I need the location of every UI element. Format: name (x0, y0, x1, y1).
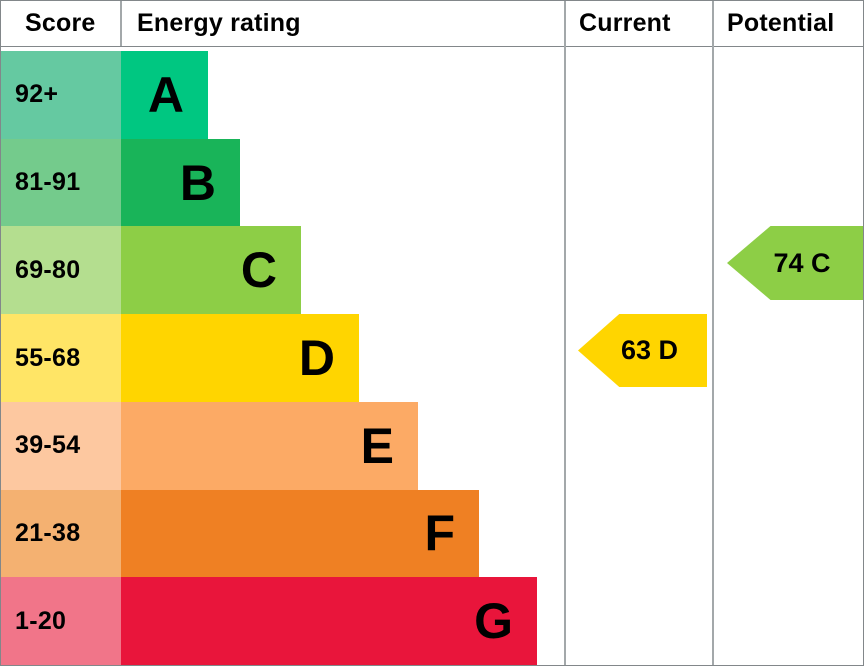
band-score-range: 55-68 (1, 314, 121, 402)
band-letter: C (240, 242, 277, 299)
band-letter: G (474, 593, 513, 650)
band-letter: F (424, 505, 455, 562)
band-row-e: 39-54 E (1, 401, 863, 490)
current-rating-label: 63 D (620, 335, 679, 365)
band-bar: A (121, 51, 208, 139)
header-score: Score (25, 8, 96, 37)
band-score-range: 21-38 (1, 489, 121, 578)
band-row-g: 1-20 G (1, 577, 863, 665)
band-rows: 92+ A 81-91 B 69-80 C 55-68 D 39-54 E 21… (1, 51, 863, 665)
band-score-range: 39-54 (1, 401, 121, 490)
divider-current-column (564, 1, 566, 665)
band-bar: B (121, 138, 240, 227)
band-bar: G (121, 577, 537, 665)
band-bar: F (121, 489, 479, 578)
band-row-f: 21-38 F (1, 489, 863, 578)
table-header: Score Energy rating Current Potential (1, 1, 863, 47)
band-letter: D (298, 330, 335, 387)
band-score-range: 1-20 (1, 577, 121, 665)
band-bar: C (121, 226, 301, 315)
band-bar: E (121, 401, 418, 490)
divider-potential-column (712, 1, 714, 665)
potential-rating-label: 74 C (773, 247, 831, 278)
band-letter: B (179, 154, 216, 211)
header-current: Current (579, 8, 671, 37)
band-bar: D (121, 314, 359, 402)
header-potential: Potential (727, 8, 835, 37)
band-row-c: 69-80 C (1, 226, 863, 315)
band-letter: A (147, 66, 184, 123)
band-score-range: 69-80 (1, 226, 121, 315)
band-score-range: 92+ (1, 51, 121, 139)
divider-score-rating (120, 1, 122, 46)
band-row-a: 92+ A (1, 51, 863, 139)
band-row-b: 81-91 B (1, 138, 863, 227)
band-letter: E (360, 417, 394, 474)
band-row-d: 55-68 D (1, 314, 863, 402)
band-score-range: 81-91 (1, 138, 121, 227)
header-energy-rating: Energy rating (137, 8, 301, 37)
